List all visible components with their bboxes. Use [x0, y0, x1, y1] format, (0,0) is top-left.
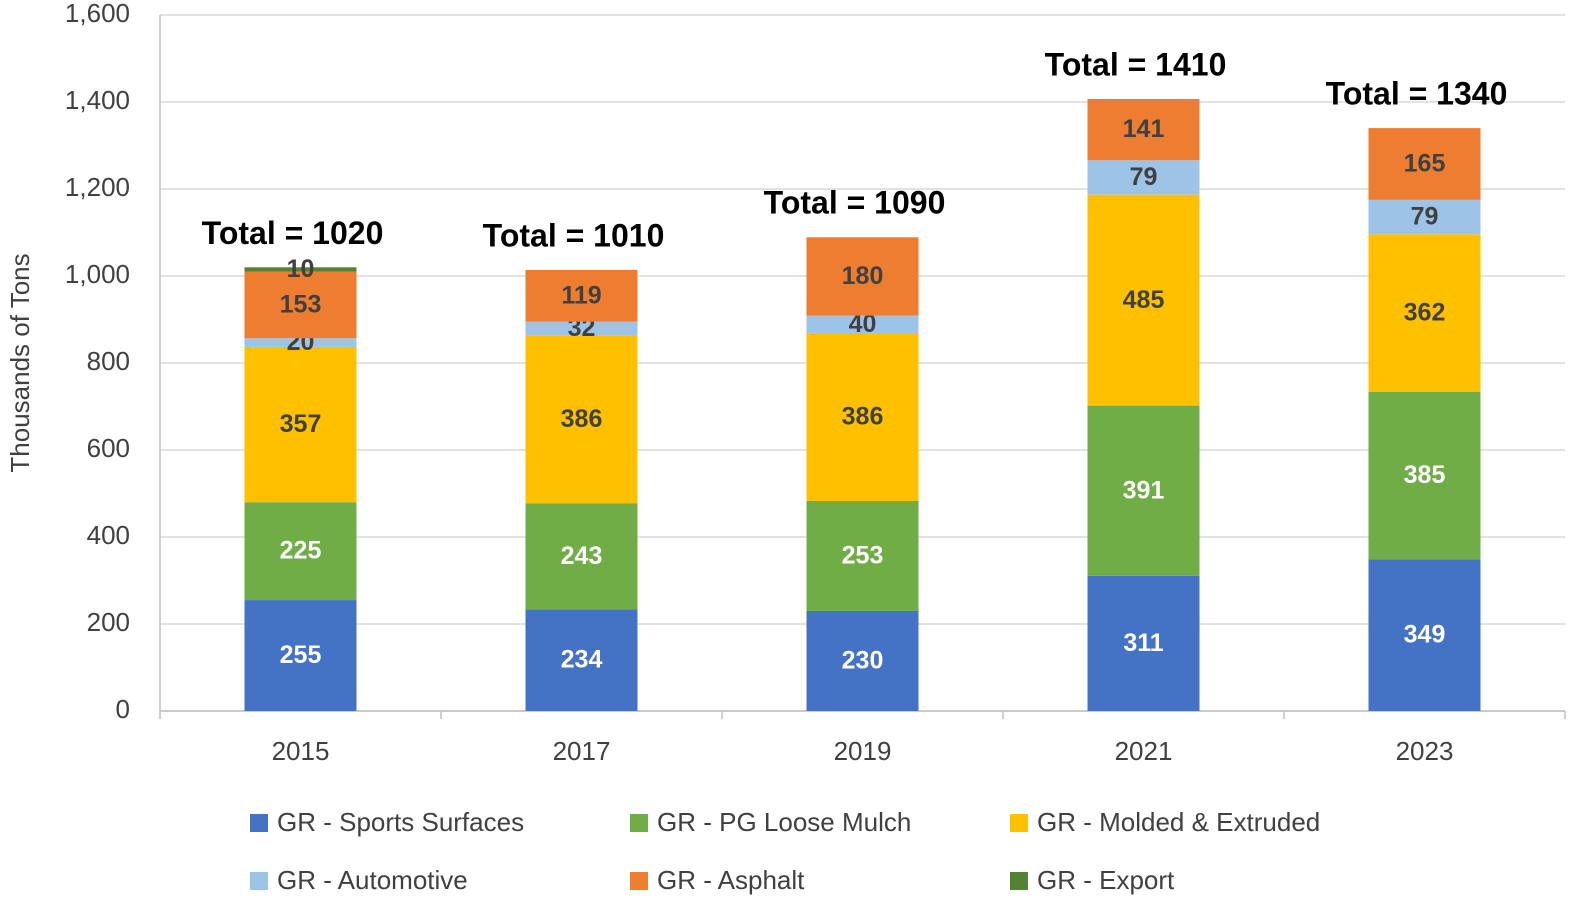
x-tick-label: 2015	[272, 736, 330, 766]
bar-segment	[525, 321, 638, 336]
data-label: 357	[280, 410, 322, 438]
bar-segment	[1087, 575, 1200, 711]
legend-label: GR - PG Loose Mulch	[657, 807, 911, 837]
y-tick-label: 1,600	[65, 0, 130, 28]
data-label: 243	[561, 542, 603, 570]
total-annotation: Total = 1020	[202, 215, 384, 251]
data-label: 119	[561, 281, 601, 309]
bar-segment	[1087, 405, 1200, 576]
bar-segment	[806, 315, 919, 333]
data-label: 180	[842, 262, 884, 290]
legend-label: GR - Automotive	[277, 865, 468, 895]
bar-segment	[244, 338, 357, 347]
legend-swatch	[630, 872, 648, 890]
bar-segment	[244, 600, 357, 711]
bar-segment	[1368, 559, 1481, 711]
legend-label: GR - Sports Surfaces	[277, 807, 524, 837]
data-label: 485	[1123, 286, 1165, 314]
data-label: 225	[280, 537, 322, 565]
bar-segment	[525, 503, 638, 610]
y-tick-label: 0	[116, 694, 130, 724]
y-tick-label: 1,200	[65, 172, 130, 202]
bar-segment	[1087, 98, 1200, 161]
y-axis-label: Thousands of Tons	[5, 253, 35, 472]
total-annotation: Total = 1010	[483, 217, 665, 253]
legend-swatch	[250, 872, 268, 890]
x-tick-label: 2019	[834, 736, 892, 766]
data-label: 79	[1411, 203, 1439, 231]
legend-label: GR - Molded & Extruded	[1037, 807, 1320, 837]
data-label: 311	[1123, 629, 1163, 657]
bar-segment	[1087, 194, 1200, 406]
y-tick-label: 200	[87, 607, 130, 637]
bar-segment	[806, 237, 919, 316]
x-tick-label: 2023	[1396, 736, 1454, 766]
bar-segment	[1368, 391, 1481, 560]
y-tick-label: 1,400	[65, 85, 130, 115]
data-label: 386	[842, 403, 884, 431]
data-label: 391	[1123, 476, 1165, 504]
data-label: 10	[287, 255, 315, 283]
x-tick-label: 2017	[553, 736, 611, 766]
legend-swatch	[1010, 872, 1028, 890]
legend-label: GR - Asphalt	[657, 865, 805, 895]
bar-segment	[1368, 234, 1481, 392]
data-label: 141	[1123, 115, 1165, 143]
y-tick-label: 1,000	[65, 259, 130, 289]
y-tick-label: 600	[87, 433, 130, 463]
total-annotation: Total = 1090	[764, 185, 946, 221]
data-label: 165	[1404, 150, 1446, 178]
legend-label: GR - Export	[1037, 865, 1175, 895]
bar-segment	[244, 267, 357, 272]
x-tick-label: 2021	[1115, 736, 1173, 766]
y-tick-label: 400	[87, 520, 130, 550]
bar-segment	[1087, 160, 1200, 195]
data-label: 230	[842, 647, 884, 675]
legend-swatch	[630, 814, 648, 832]
data-label: 362	[1404, 299, 1446, 327]
legend-swatch	[1010, 814, 1028, 832]
bar-segment	[244, 346, 357, 503]
data-label: 253	[842, 542, 884, 570]
data-label: 79	[1130, 163, 1158, 191]
bar-segment	[525, 269, 638, 322]
bar-segment	[525, 609, 638, 711]
bar-segment	[244, 271, 357, 339]
y-tick-label: 800	[87, 346, 130, 376]
bar-segment	[1368, 199, 1481, 235]
data-label: 153	[280, 291, 322, 319]
data-label: 385	[1404, 461, 1446, 489]
bar-segment	[244, 502, 357, 601]
bar-segment	[525, 335, 638, 504]
data-label: 234	[561, 646, 603, 674]
total-annotation: Total = 1340	[1326, 76, 1508, 112]
data-label: 255	[280, 641, 322, 669]
bar-segment	[806, 332, 919, 501]
data-label: 349	[1404, 621, 1446, 649]
bar-segment	[806, 500, 919, 611]
bar-segment	[1368, 128, 1481, 200]
data-label: 386	[561, 405, 603, 433]
legend-swatch	[250, 814, 268, 832]
bar-segment	[806, 610, 919, 711]
total-annotation: Total = 1410	[1045, 46, 1227, 82]
